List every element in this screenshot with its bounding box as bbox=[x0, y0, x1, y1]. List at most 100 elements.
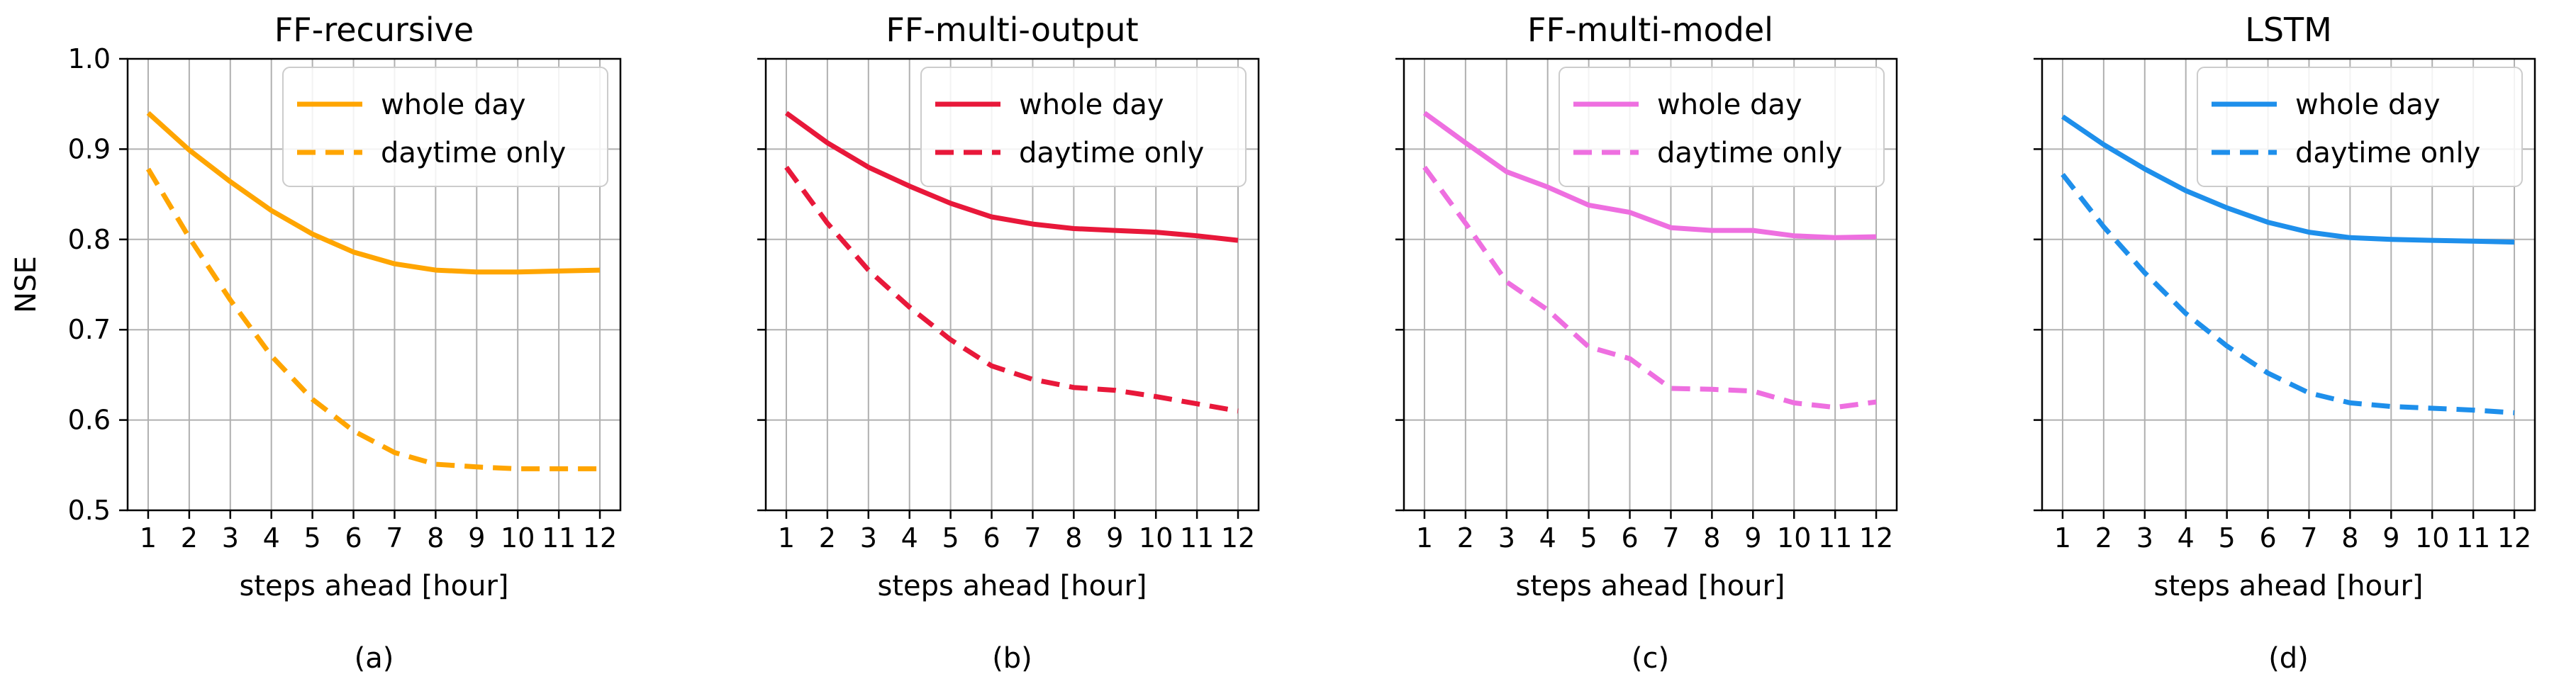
x-tick-label: 1 bbox=[778, 522, 795, 554]
x-tick-label: 6 bbox=[2259, 522, 2276, 554]
x-tick-label: 1 bbox=[2054, 522, 2071, 554]
x-tick-label: 8 bbox=[1065, 522, 1082, 554]
x-tick-label: 10 bbox=[1777, 522, 1811, 554]
legend-label: whole day bbox=[2295, 89, 2441, 121]
x-tick-label: 3 bbox=[2136, 522, 2153, 554]
x-tick-label: 1 bbox=[1416, 522, 1433, 554]
series-line-whole-day bbox=[146, 111, 601, 275]
x-tick-label: 10 bbox=[2415, 522, 2449, 554]
x-tick-label: 12 bbox=[1859, 522, 1893, 554]
x-axis-label: steps ahead [hour] bbox=[240, 570, 509, 602]
x-tick-label: 5 bbox=[1580, 522, 1598, 554]
x-tick-label: 11 bbox=[2456, 522, 2490, 554]
x-tick-label: 9 bbox=[1106, 522, 1123, 554]
panel-caption: (d) bbox=[2268, 642, 2309, 675]
x-tick-label: 4 bbox=[2178, 522, 2195, 554]
panel-caption: (b) bbox=[992, 642, 1032, 675]
x-tick-label: 9 bbox=[1744, 522, 1761, 554]
x-tick-label: 11 bbox=[542, 522, 576, 554]
x-tick-label: 7 bbox=[2300, 522, 2317, 554]
legend-box bbox=[1559, 67, 1885, 187]
y-tick-label: 0.9 bbox=[68, 133, 111, 164]
y-axis-label: NSE bbox=[10, 256, 43, 313]
x-tick-label: 7 bbox=[1662, 522, 1679, 554]
x-tick-label: 3 bbox=[1498, 522, 1515, 554]
x-tick-label: 10 bbox=[1139, 522, 1173, 554]
plot-frame bbox=[764, 57, 1260, 512]
x-tick-label: 11 bbox=[1180, 522, 1214, 554]
legend-label: daytime only bbox=[2295, 137, 2480, 169]
x-tick-label: 7 bbox=[1024, 522, 1041, 554]
panel-caption: (a) bbox=[355, 642, 394, 675]
series-line-daytime-only bbox=[2061, 172, 2515, 415]
legend-label: whole day bbox=[1657, 89, 1802, 121]
legend-box bbox=[282, 67, 608, 187]
plot-frame bbox=[2041, 57, 2536, 512]
legend-box bbox=[2197, 67, 2523, 187]
plot-frame bbox=[126, 57, 622, 512]
x-tick-label: 6 bbox=[983, 522, 1000, 554]
legend-label: whole day bbox=[381, 89, 526, 121]
y-tick-label: 0.5 bbox=[68, 495, 111, 526]
legend-label: whole day bbox=[1019, 89, 1164, 121]
x-tick-label: 2 bbox=[181, 522, 198, 554]
x-tick-label: 1 bbox=[140, 522, 157, 554]
series-line-daytime-only bbox=[1422, 165, 1877, 410]
series-line-daytime-only bbox=[784, 165, 1239, 414]
y-tick-label: 0.6 bbox=[68, 405, 111, 436]
x-tick-label: 9 bbox=[468, 522, 485, 554]
x-tick-label: 12 bbox=[1221, 522, 1255, 554]
y-tick-label: 1.0 bbox=[68, 43, 111, 74]
series-line-whole-day bbox=[1422, 111, 1877, 240]
x-tick-label: 7 bbox=[386, 522, 403, 554]
legend: whole day daytime only bbox=[920, 67, 1247, 187]
x-tick-label: 8 bbox=[427, 522, 444, 554]
legend: whole day daytime only bbox=[2197, 67, 2523, 187]
x-tick-label: 2 bbox=[1457, 522, 1474, 554]
legend: whole day daytime only bbox=[1559, 67, 1885, 187]
panel-caption: (c) bbox=[1632, 642, 1669, 675]
chart-title: LSTM bbox=[2245, 11, 2332, 49]
x-tick-label: 8 bbox=[1703, 522, 1720, 554]
legend-box bbox=[920, 67, 1247, 187]
x-tick-label: 8 bbox=[2341, 522, 2358, 554]
chart-title: FF-multi-output bbox=[886, 11, 1138, 49]
x-tick-label: 6 bbox=[345, 522, 362, 554]
x-tick-label: 4 bbox=[1539, 522, 1556, 554]
y-tick-label: 0.7 bbox=[68, 314, 111, 345]
x-tick-label: 11 bbox=[1818, 522, 1852, 554]
legend-label: daytime only bbox=[381, 137, 566, 169]
x-axis-label: steps ahead [hour] bbox=[1516, 570, 1785, 602]
x-tick-label: 12 bbox=[2497, 522, 2531, 554]
legend: whole day daytime only bbox=[282, 67, 608, 187]
x-tick-label: 5 bbox=[304, 522, 321, 554]
x-tick-label: 6 bbox=[1621, 522, 1638, 554]
x-tick-label: 4 bbox=[263, 522, 280, 554]
x-axis-label: steps ahead [hour] bbox=[2154, 570, 2424, 602]
legend-label: daytime only bbox=[1019, 137, 1204, 169]
x-tick-label: 2 bbox=[2095, 522, 2112, 554]
plot-frame bbox=[1403, 57, 1898, 512]
series-line-daytime-only bbox=[145, 167, 600, 471]
x-tick-label: 4 bbox=[901, 522, 918, 554]
x-tick-label: 12 bbox=[583, 522, 617, 554]
x-tick-label: 2 bbox=[819, 522, 836, 554]
series-line-whole-day bbox=[2061, 114, 2515, 245]
x-axis-label: steps ahead [hour] bbox=[878, 570, 1147, 602]
x-tick-label: 3 bbox=[860, 522, 877, 554]
chart-title: FF-multi-model bbox=[1527, 11, 1773, 49]
chart-title: FF-recursive bbox=[274, 11, 474, 49]
legend-label: daytime only bbox=[1657, 137, 1842, 169]
series-line-whole-day bbox=[784, 111, 1239, 243]
x-tick-label: 9 bbox=[2382, 522, 2399, 554]
y-tick-label: 0.8 bbox=[68, 224, 111, 255]
x-tick-label: 5 bbox=[942, 522, 959, 554]
x-tick-label: 5 bbox=[2219, 522, 2236, 554]
x-tick-label: 3 bbox=[222, 522, 239, 554]
x-tick-label: 10 bbox=[501, 522, 535, 554]
